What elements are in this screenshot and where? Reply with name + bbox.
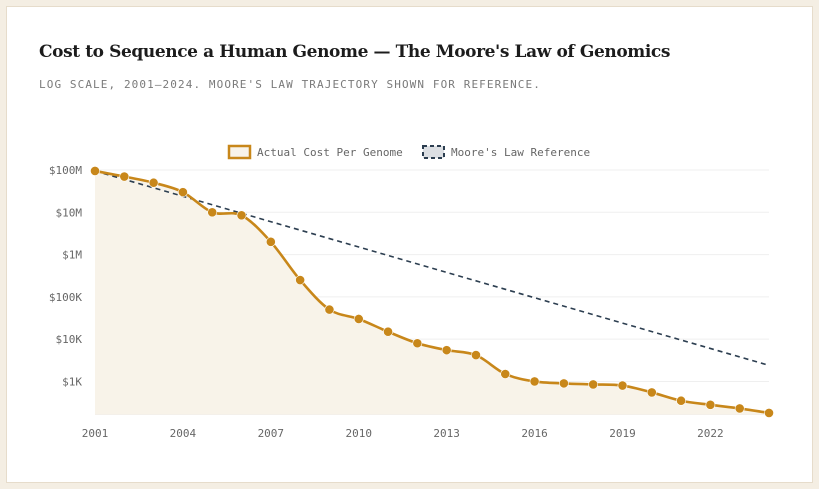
actual-cost-point[interactable] [764,408,774,418]
legend-label-actual-cost[interactable]: Actual Cost Per Genome [257,146,403,159]
legend-swatch-moores-law[interactable] [422,145,445,159]
actual-cost-point[interactable] [441,345,452,356]
x-tick-label: 2004 [170,427,197,440]
actual-cost-point[interactable] [207,207,218,218]
legend: Actual Cost Per Genome Moore's Law Refer… [227,144,590,160]
actual-cost-point[interactable] [558,378,569,389]
actual-cost-point[interactable] [236,210,247,221]
x-tick-label: 2022 [697,427,724,440]
actual-cost-point[interactable] [705,399,716,410]
y-tick-label: $100M [49,164,82,177]
actual-cost-point[interactable] [676,395,686,406]
actual-cost-point[interactable] [178,187,188,198]
actual-cost-point[interactable] [734,403,745,414]
actual-cost-point[interactable] [529,376,540,387]
actual-cost-point[interactable] [324,304,335,315]
actual-cost-point[interactable] [353,314,364,324]
actual-cost-point[interactable] [119,171,130,182]
x-tick-label: 2007 [258,427,285,440]
legend-label-moores-law[interactable]: Moore's Law Reference [451,146,590,159]
actual-cost-point[interactable] [412,338,423,349]
legend-swatch-actual-cost[interactable] [227,144,252,160]
actual-cost-point[interactable] [148,177,159,188]
actual-cost-point[interactable] [295,275,306,285]
y-tick-label: $100K [49,291,82,304]
actual-cost-point[interactable] [646,387,657,398]
x-tick-label: 2001 [82,427,109,440]
x-tick-label: 2019 [609,427,636,440]
actual-cost-point[interactable] [383,326,393,337]
y-tick-label: $10M [56,206,83,219]
x-tick-label: 2016 [521,427,548,440]
y-tick-label: $10K [56,333,83,346]
y-tick-label: $1K [62,375,82,388]
actual-cost-point[interactable] [500,369,511,379]
chart-subtitle: LOG SCALE, 2001–2024. MOORE'S LAW TRAJEC… [39,78,541,91]
x-tick-label: 2010 [345,427,372,440]
actual-cost-point[interactable] [90,166,100,176]
x-tick-label: 2013 [433,427,460,440]
actual-cost-point[interactable] [471,350,481,360]
actual-cost-area [95,170,769,414]
y-tick-label: $1M [62,249,82,262]
actual-cost-point[interactable] [265,236,276,247]
actual-cost-point[interactable] [617,380,628,391]
chart-title: Cost to Sequence a Human Genome — The Mo… [39,42,671,62]
actual-cost-point[interactable] [588,379,599,390]
